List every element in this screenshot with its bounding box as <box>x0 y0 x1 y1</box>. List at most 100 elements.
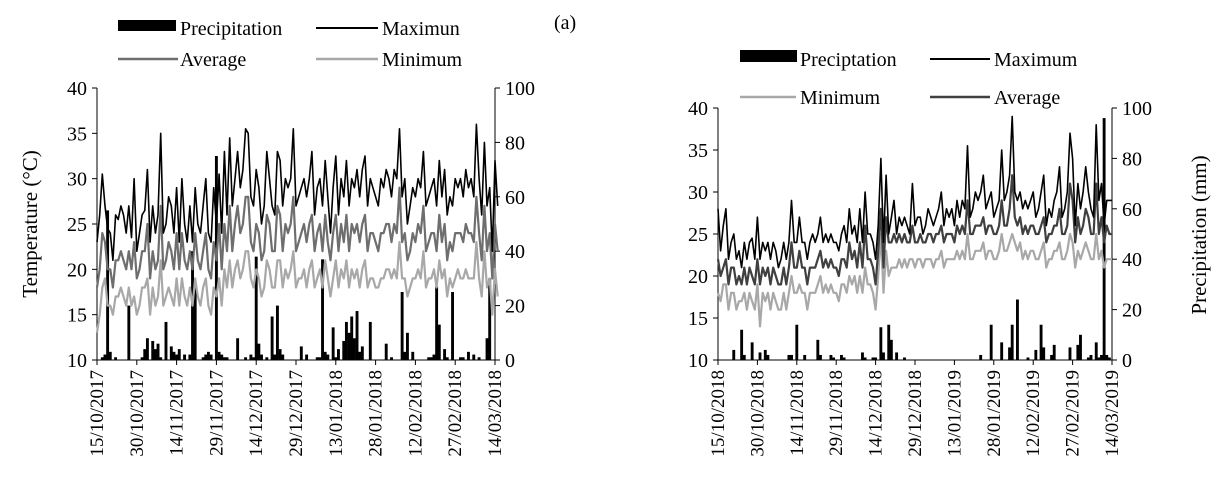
chart-a-precip-bar <box>390 357 393 360</box>
chart-a-y-left-title: Temperature (°C) <box>18 150 42 297</box>
chart-a-plot-area: 10 15 20 25 30 35 40 0 20 40 60 80 100 15/10/2017 30/1… <box>67 78 535 457</box>
chart-a-precip-bar <box>153 349 157 360</box>
chart-a-precip-bar <box>100 357 104 360</box>
chart-a-precip-bar <box>244 357 248 360</box>
chart-a-precip-bar <box>183 354 187 360</box>
chart-a-precip-bar <box>204 354 208 360</box>
chart-b-precip-bar <box>889 339 893 360</box>
chart-a-precip-bar <box>337 349 340 360</box>
chart-b-precip-bar <box>1026 357 1030 360</box>
chart-a-precip-bar <box>206 351 210 360</box>
chart-a-precip-bar <box>451 292 454 360</box>
chart-b-precip-bar <box>1016 299 1019 360</box>
chart-a-precip-bar <box>323 351 327 360</box>
chart-a-precip-bar <box>270 316 274 360</box>
chart-b-precip-bar <box>819 354 822 360</box>
chart-b-precip-bar <box>787 354 791 360</box>
chart-a-precip-bar <box>220 354 224 360</box>
legend-maximum-label: Maximun <box>382 18 460 40</box>
chart-b-y-left-tick-label: 35 <box>688 140 708 162</box>
chart-a-series-average-line <box>95 186 499 289</box>
chart-a-precip-bar <box>201 357 205 360</box>
chart-a-precip-bar <box>159 357 163 360</box>
chart-a-precip-bar <box>342 340 346 360</box>
chart-b-y-left-tick-label: 25 <box>688 224 708 246</box>
chart-a-precip-bar <box>347 332 351 360</box>
chart-a-y-left-tick-label: 35 <box>67 123 87 145</box>
chart-a-series-minimum-line <box>95 241 499 333</box>
chart-a-precip-bar <box>249 354 253 360</box>
chart-a-legend: Precipitation Maximun Average Minimum (a… <box>118 12 576 71</box>
chart-b-precip-bar <box>879 327 883 360</box>
chart-b-precip-bar <box>874 357 878 360</box>
chart-a-x-tick-label: 29/11/2017 <box>206 370 227 456</box>
chart-b-precip-bar <box>832 357 836 360</box>
chart-a-precip-bar <box>331 327 335 360</box>
chart-a-precip-bar <box>427 357 431 360</box>
chart-b-precip-bar <box>742 354 746 360</box>
chart-b-precip-bar <box>803 354 807 360</box>
chart-b-precip-bar <box>790 354 793 360</box>
chart-panel-a: Precipitation Maximun Average Minimum (a… <box>18 12 576 457</box>
chart-a-precip-bar <box>217 351 221 360</box>
chart-a-y-right-tick-label: 100 <box>505 78 535 100</box>
chart-b-precip-bar <box>903 357 906 360</box>
legend-preciptation-swatch <box>740 50 797 62</box>
chart-a-precip-bar <box>164 321 168 360</box>
chart-b-precip-bar <box>887 324 891 360</box>
chart-a-precip-bar <box>403 351 407 360</box>
legend-b-maximum-label: Maximum <box>994 49 1078 71</box>
chart-b-y-left-tick-label: 20 <box>688 266 708 288</box>
chart-a-x-tick-label: 13/01/2018 <box>326 370 347 457</box>
chart-a-y-left-tick-label: 20 <box>67 259 87 281</box>
chart-b-precip-bar <box>1034 349 1038 360</box>
chart-b-precip-bar <box>895 352 899 360</box>
chart-b-y-left-tick-label: 15 <box>688 308 708 330</box>
chart-a-precip-bar <box>355 311 359 360</box>
chart-b-precip-bar <box>989 324 993 360</box>
chart-a-precip-bar <box>435 286 439 360</box>
chart-b-precip-bar <box>840 354 843 360</box>
chart-a-precip-bar <box>281 354 285 360</box>
chart-b-x-tick-label: 13/01/2019 <box>944 370 965 457</box>
chart-a-y-right-tick-label: 80 <box>505 132 525 154</box>
chart-b-y-right-tick-label: 0 <box>1122 350 1132 372</box>
chart-b-precip-bar <box>1086 357 1090 360</box>
chart-b-precip-bar <box>1052 344 1056 360</box>
chart-a-precip-bar <box>225 357 229 360</box>
chart-b-y-left-tick-label: 30 <box>688 182 708 204</box>
chart-b-plot-area: 10 15 20 25 30 35 40 0 20 40 60 80 100 15/10/2018 30/1… <box>688 98 1152 457</box>
chart-a-precip-bar <box>140 357 144 360</box>
chart-b-precip-bar <box>1042 347 1046 360</box>
chart-a-precip-bar <box>321 259 324 360</box>
chart-a-precip-bar <box>172 351 176 360</box>
chart-a-precip-bar <box>209 354 213 360</box>
chart-b-precip-bar <box>763 349 767 360</box>
chart-a-precip-bar <box>193 283 197 360</box>
chart-a-y-left-tick-label: 25 <box>67 214 87 236</box>
chart-a-precip-bar <box>273 354 277 360</box>
chart-a-y-left-tick-label: 10 <box>67 350 87 372</box>
chart-b-precip-bar <box>732 349 736 360</box>
chart-a-precip-bar <box>106 210 110 360</box>
chart-a-precip-bar <box>443 349 447 360</box>
chart-b-precip-bar <box>871 357 875 360</box>
chart-a-y-left-tick-label: 15 <box>67 305 87 327</box>
chart-a-precip-bar <box>350 316 354 360</box>
panel-label-a: (a) <box>554 12 576 34</box>
chart-b-y-left-tick-label: 10 <box>688 350 708 372</box>
chart-b-precip-bar <box>882 352 885 360</box>
chart-a-precip-bar <box>156 343 160 360</box>
chart-b-series-maximum-line <box>717 115 1112 269</box>
legend-precipitation-label: Precipitation <box>180 18 282 40</box>
chart-a-precip-bar <box>145 338 149 360</box>
chart-b-precip-bar <box>863 357 867 360</box>
chart-b-precip-bar <box>750 342 754 360</box>
chart-a-x-tick-label: 28/01/2018 <box>366 370 387 457</box>
chart-b-y-right-tick-label: 60 <box>1122 199 1142 221</box>
chart-a-y-left-tick-label: 40 <box>67 78 87 100</box>
chart-a-precip-bar <box>411 351 415 360</box>
chart-a-precip-bar <box>315 357 319 360</box>
chart-a-precip-bar <box>260 354 263 360</box>
